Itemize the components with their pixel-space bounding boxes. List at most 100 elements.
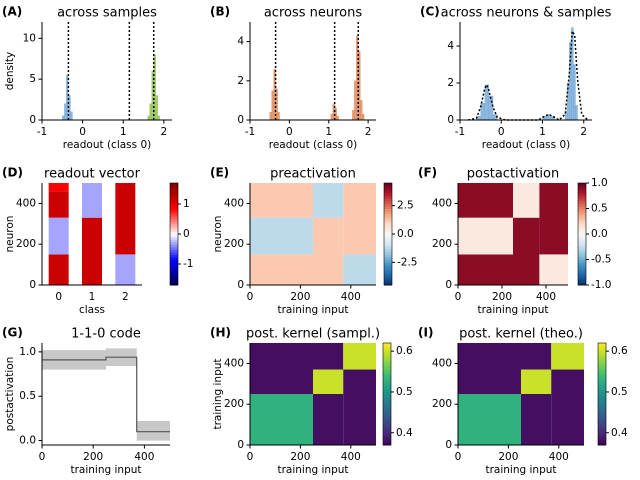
hist-bar (271, 90, 274, 121)
panel-label: (H) (210, 326, 231, 340)
colorbar-swatch (383, 373, 391, 377)
colorbar-swatch (384, 198, 392, 202)
colorbar-swatch (170, 279, 178, 283)
heat-cell (115, 254, 136, 285)
y-tick-label: 2 (447, 77, 454, 89)
colorbar-tick-label: 0.6 (396, 345, 413, 357)
y-tick-label: 400 (432, 357, 452, 369)
hist-bar (573, 64, 576, 121)
colorbar-swatch (578, 226, 586, 230)
colorbar-swatch (578, 218, 586, 222)
colorbar-swatch (383, 424, 391, 428)
y-tick-label: 0.0 (19, 435, 36, 447)
x-axis-label: training input (277, 304, 348, 316)
colorbar-swatch (598, 411, 606, 415)
colorbar-swatch (383, 414, 391, 418)
colorbar-swatch (170, 241, 178, 245)
colorbar-swatch (384, 228, 392, 232)
y-tick-label: 200 (432, 398, 452, 410)
colorbar-swatch (383, 371, 391, 375)
colorbar-swatch (384, 244, 392, 248)
colorbar-swatch (578, 183, 586, 187)
x-axis-label: readout (class 0) (482, 139, 570, 151)
colorbar-swatch (170, 185, 178, 189)
colorbar-swatch (578, 198, 586, 202)
hist-bar (64, 103, 67, 121)
x-tick-label: 0 (286, 126, 293, 138)
colorbar-swatch (170, 277, 178, 281)
heat-cell (250, 343, 313, 394)
colorbar-swatch (383, 345, 391, 349)
heat-cell (250, 183, 313, 218)
colorbar-swatch (578, 205, 586, 209)
y-tick-label: 5 (29, 73, 36, 85)
colorbar-tick-label: 0.0 (591, 228, 608, 240)
colorbar-swatch (598, 348, 606, 352)
colorbar-swatch (384, 279, 392, 283)
colorbar-swatch (578, 267, 586, 271)
heat-cell (250, 394, 313, 445)
colorbar-swatch (384, 262, 392, 266)
colorbar-swatch (578, 264, 586, 268)
colorbar-swatch (170, 183, 178, 187)
panel-title: postactivation (467, 167, 559, 182)
y-axis-label: postactivation (4, 357, 16, 432)
x-tick-label: 0 (455, 451, 462, 463)
theory-curve (468, 29, 589, 121)
hist-bar (155, 95, 158, 121)
colorbar-swatch (578, 236, 586, 240)
panel-label: (C) (420, 5, 440, 19)
colorbar-swatch (384, 190, 392, 194)
heat-cell (343, 369, 376, 445)
colorbar-swatch (384, 251, 392, 255)
colorbar-swatch (578, 244, 586, 248)
panel-title: across samples (57, 6, 157, 21)
y-tick-label: 0 (29, 279, 36, 291)
colorbar-swatch (384, 259, 392, 263)
colorbar-swatch (384, 256, 392, 260)
hist-bar (277, 112, 280, 121)
hist-bar (569, 42, 572, 121)
colorbar-tick-label: -0.5 (591, 254, 612, 266)
colorbar-swatch (384, 213, 392, 217)
colorbar-swatch (170, 269, 178, 273)
colorbar-swatch (578, 274, 586, 278)
colorbar-swatch (170, 198, 178, 202)
heat-cell (458, 183, 513, 218)
y-axis-label: density (4, 52, 16, 91)
x-tick-label: 0 (498, 126, 505, 138)
colorbar-swatch (170, 249, 178, 253)
colorbar-swatch (383, 383, 391, 387)
colorbar-swatch (383, 404, 391, 408)
x-tick-label: 200 (290, 291, 310, 303)
y-tick-label: 200 (432, 238, 452, 250)
colorbar-swatch (598, 360, 606, 364)
colorbar-swatch (384, 208, 392, 212)
colorbar-swatch (578, 195, 586, 199)
colorbar-swatch (598, 416, 606, 420)
colorbar-swatch (578, 279, 586, 283)
y-axis-label: neuron (4, 216, 16, 253)
colorbar-swatch (598, 353, 606, 357)
heat-cell (313, 343, 344, 370)
x-tick-label: 200 (83, 451, 103, 463)
colorbar-swatch (170, 262, 178, 266)
colorbar-swatch (383, 368, 391, 372)
hist-bar (157, 115, 160, 121)
x-tick-label: 0 (55, 291, 62, 303)
panel-label: (F) (418, 166, 437, 180)
hist-bar (62, 115, 65, 121)
colorbar-frame (382, 342, 392, 446)
colorbar-swatch (384, 236, 392, 240)
colorbar-swatch (578, 211, 586, 215)
x-tick-label: 400 (536, 291, 556, 303)
colorbar-swatch (383, 429, 391, 433)
heat-cell (521, 369, 552, 394)
colorbar-swatch (384, 193, 392, 197)
colorbar-swatch (598, 365, 606, 369)
heat-cell (313, 217, 344, 285)
y-tick-label: 0 (445, 439, 452, 451)
colorbar-swatch (578, 277, 586, 281)
colorbar-swatch (578, 234, 586, 238)
colorbar-tick-label: -2.5 (397, 256, 418, 268)
